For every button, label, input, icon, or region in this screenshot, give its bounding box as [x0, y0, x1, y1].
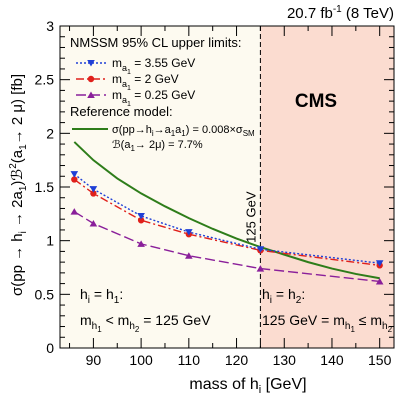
- series-2: [70, 208, 384, 285]
- legend-ref-line2: ℬ(a1→ 2μ) = 7.7%: [112, 139, 203, 153]
- y-tick-label: 2: [46, 125, 54, 141]
- y-tick-label: 2.5: [35, 72, 55, 88]
- y-tick-label: 1: [46, 233, 54, 249]
- legend: NMSSM 95% CL upper limits: ma1 = 3.55 Ge…: [70, 35, 255, 153]
- region-h1-text: hi = h1: mh1 < mh2 = 125 GeV: [80, 286, 211, 334]
- background-regions: [60, 26, 394, 348]
- series-3: [73, 141, 380, 280]
- data-point: [375, 277, 384, 285]
- data-point: [256, 246, 265, 253]
- data-point: [185, 229, 193, 236]
- x-tick-label: 100: [129, 352, 153, 368]
- legend-entry: ma1 = 2 GeV: [76, 72, 179, 92]
- data-point: [256, 265, 265, 272]
- y-axis-title: σ(pp → hi → 2a1)ℬ2(a1→ 2 μ) [fb]: [8, 74, 29, 296]
- y-tick-labels: 0 0.5 1 1.5 2 2.5 3: [35, 18, 55, 356]
- legend-ref-line1: σ(pp→hi→a1a1) = 0.008×σSM: [112, 124, 255, 138]
- legend-entry: ma1 = 0.25 GeV: [76, 88, 195, 108]
- series-0: [70, 171, 384, 267]
- series-line: [73, 178, 380, 267]
- legend-entry: ma1 = 3.55 GeV: [76, 56, 195, 76]
- region-h2-title: hi = h2:: [262, 286, 305, 306]
- legend-label: ma1 = 3.55 GeV: [112, 56, 195, 76]
- legend-ref-title: Reference model:: [70, 104, 173, 119]
- x-tick-label: 130: [273, 352, 297, 368]
- plot-frame: [59, 25, 395, 349]
- data-point: [375, 260, 384, 267]
- x-tick-label: 110: [178, 352, 201, 368]
- data-point: [70, 208, 79, 215]
- series-line: [73, 211, 380, 283]
- data-point: [90, 190, 97, 197]
- legend-label: ma1 = 2 GeV: [112, 72, 179, 92]
- legend-title: NMSSM 95% CL upper limits:: [70, 35, 241, 50]
- data-point: [137, 212, 145, 220]
- y-tick-label: 0: [46, 340, 54, 356]
- series-layer: [70, 141, 384, 285]
- legend-marker: [87, 60, 95, 67]
- region-h1-condition: mh1 < mh2 = 125 GeV: [80, 312, 211, 334]
- x-tick-label: 120: [225, 352, 249, 368]
- y-tick-label: 1.5: [35, 179, 55, 195]
- mass-125-label: 125 GeV: [243, 191, 258, 243]
- h2-region: [260, 26, 394, 348]
- x-tick-label: 140: [320, 352, 344, 368]
- data-point: [137, 217, 145, 224]
- x-tick-label: 90: [86, 352, 102, 368]
- series-line: [73, 141, 380, 280]
- x-tick-label: 150: [368, 352, 392, 368]
- legend-marker: [87, 91, 95, 98]
- x-axis-title: mass of hi [GeV]: [189, 376, 306, 396]
- region-h2-condition: 125 GeV = mh1 ≤ mh2: [262, 312, 393, 334]
- data-point: [89, 186, 98, 193]
- legend-label: ma1 = 0.25 GeV: [112, 88, 195, 108]
- data-point: [137, 240, 145, 247]
- region-h1-title: hi = h1:: [80, 286, 123, 306]
- data-point: [71, 176, 78, 183]
- data-point: [185, 252, 193, 259]
- data-point: [70, 171, 79, 178]
- y-tick-label: 3: [46, 18, 54, 34]
- y-tick-label: 0.5: [35, 286, 55, 302]
- x-tick-labels: 90 100 110 120 130 140 150: [86, 352, 392, 368]
- region-h2-text: hi = h2: 125 GeV = mh1 ≤ mh2: [262, 286, 393, 334]
- lumi-label: 20.7 fb-1 (8 TeV): [287, 4, 394, 22]
- experiment-label: CMS: [295, 91, 337, 112]
- legend-marker: [87, 75, 95, 83]
- data-point: [89, 219, 98, 227]
